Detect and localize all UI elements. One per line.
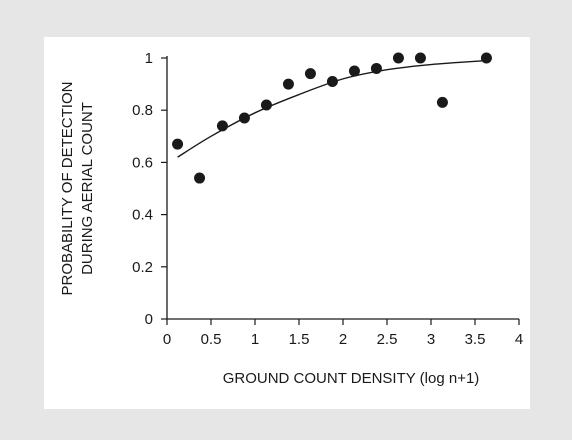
- data-point: [414, 52, 426, 64]
- axes: [166, 56, 519, 320]
- tick-marks: [161, 57, 520, 325]
- tick-labels: 0 0.5 1 1.5 2 2.5 3 3.5 4 0 0.2 0.4 0.6 0.8 1: [132, 50, 523, 348]
- data-points: [172, 52, 492, 184]
- x-tick-label: 3: [427, 331, 435, 348]
- data-point: [194, 172, 206, 184]
- fit-curve: [177, 59, 487, 158]
- data-point: [172, 138, 184, 150]
- y-tick-label: 0.4: [132, 207, 153, 224]
- x-tick-label: 1.5: [289, 331, 310, 348]
- x-tick-label: 1: [251, 331, 259, 348]
- data-point: [282, 78, 294, 90]
- y-tick-label: 0.6: [132, 154, 153, 171]
- x-tick-label: 4: [515, 331, 523, 348]
- y-axis-title-line-1: PROBABILITY OF DETECTION: [59, 82, 76, 296]
- data-point: [326, 75, 338, 87]
- x-axis-title: GROUND COUNT DENSITY (log n+1): [223, 370, 480, 387]
- scatter-chart: 0 0.5 1 1.5 2 2.5 3 3.5 4 0 0.2 0.4 0.6 0.8 1 GROUND C…: [59, 50, 523, 387]
- y-axis-title-line-2: DURING AERIAL COUNT: [79, 102, 96, 275]
- x-tick-label: 2: [339, 331, 347, 348]
- data-point: [304, 68, 316, 80]
- chart-panel: 0 0.5 1 1.5 2 2.5 3 3.5 4 0 0.2 0.4 0.6 0.8 1 GROUND C…: [44, 37, 530, 409]
- y-tick-label: 1: [145, 50, 153, 67]
- data-point: [480, 52, 492, 64]
- data-point: [370, 62, 382, 74]
- y-tick-label: 0: [145, 311, 153, 328]
- x-tick-label: 0.5: [201, 331, 222, 348]
- data-point: [260, 99, 272, 111]
- data-point: [436, 96, 448, 108]
- data-point: [238, 112, 250, 124]
- x-tick-label: 0: [163, 331, 171, 348]
- data-point: [348, 65, 360, 77]
- data-point: [216, 120, 228, 132]
- y-tick-label: 0.2: [132, 259, 153, 276]
- x-tick-label: 2.5: [377, 331, 398, 348]
- x-tick-label: 3.5: [465, 331, 486, 348]
- y-tick-label: 0.8: [132, 102, 153, 119]
- data-point: [392, 52, 404, 64]
